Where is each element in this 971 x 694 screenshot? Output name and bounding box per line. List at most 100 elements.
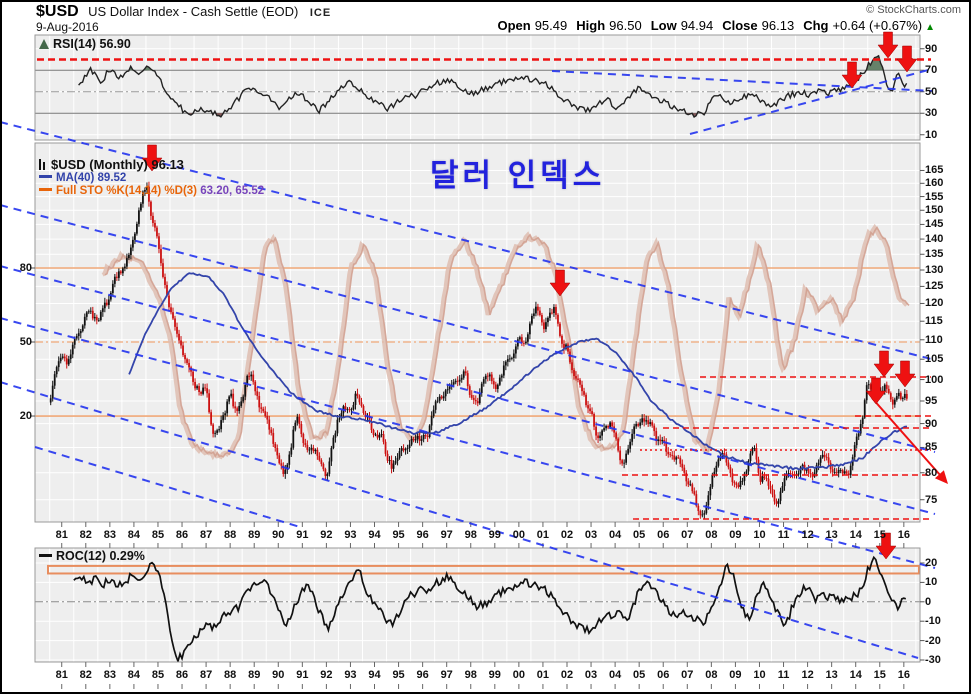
year-axis-label: 07 bbox=[681, 529, 694, 541]
roc-legend-label: ROC(12) 0.29% bbox=[56, 549, 145, 563]
ohlc-quote-line: Open 95.49 High 96.50 Low 94.94 Close 96.13 Chg +… bbox=[497, 18, 935, 33]
year-axis-label: 14 bbox=[849, 529, 862, 541]
year-axis-label: 14 bbox=[849, 669, 862, 681]
price-legend: $USD (Monthly) 96.13 bbox=[39, 157, 184, 173]
year-axis-label: 10 bbox=[753, 529, 766, 541]
year-axis-label: 08 bbox=[705, 529, 718, 541]
close-value: 96.13 bbox=[761, 18, 795, 33]
year-axis-label: 87 bbox=[199, 669, 213, 681]
rsi-legend-label: RSI(14) 56.90 bbox=[53, 37, 131, 51]
ma-legend: MA(40) 89.52 bbox=[39, 172, 126, 184]
price-axis-label: 145 bbox=[925, 218, 944, 231]
high-value: 96.50 bbox=[609, 18, 642, 33]
rsi-axis-label: 30 bbox=[925, 107, 938, 120]
rsi-legend: RSI(14) 56.90 bbox=[39, 37, 131, 51]
year-axis-label: 96 bbox=[416, 529, 429, 541]
year-axis-label: 93 bbox=[344, 669, 357, 681]
roc-line-icon bbox=[39, 554, 52, 558]
price-axis-label: 140 bbox=[925, 233, 944, 246]
year-axis-label: 85 bbox=[151, 669, 165, 681]
year-axis-label: 97 bbox=[440, 529, 453, 541]
price-axis-label: 135 bbox=[925, 248, 944, 261]
year-axis-label: 00 bbox=[512, 529, 525, 541]
candlestick-icon bbox=[39, 158, 47, 173]
stochastic-values: 63.20, 65.52 bbox=[200, 185, 265, 197]
price-axis-label: 95 bbox=[925, 395, 938, 407]
year-axis-label: 96 bbox=[416, 669, 429, 681]
year-axis-label: 81 bbox=[55, 669, 68, 681]
year-axis-label: 01 bbox=[536, 669, 550, 681]
chart-header: $USD US Dollar Index - Cash Settle (EOD)… bbox=[36, 3, 331, 21]
year-axis-label: 16 bbox=[897, 529, 910, 541]
year-axis-label: 02 bbox=[560, 669, 574, 681]
roc-axis-label: 20 bbox=[925, 557, 938, 569]
price-axis-label: 125 bbox=[925, 280, 944, 293]
price-axis-label: 110 bbox=[925, 333, 943, 346]
year-axis-label: 05 bbox=[633, 669, 646, 681]
price-legend-label: $USD (Monthly) 96.13 bbox=[51, 157, 184, 172]
year-axis-label: 94 bbox=[368, 529, 381, 541]
year-axis-label: 05 bbox=[633, 529, 646, 541]
year-axis-label: 01 bbox=[536, 529, 550, 541]
change-up-icon: ▲ bbox=[925, 22, 935, 33]
year-axis-label: 12 bbox=[801, 529, 814, 541]
rsi-axis-label: 70 bbox=[925, 64, 938, 77]
year-axis-label: 97 bbox=[440, 669, 453, 681]
rsi-axis-label: 50 bbox=[925, 85, 938, 98]
year-axis-label: 83 bbox=[103, 669, 116, 681]
roc-axis-label: 10 bbox=[925, 576, 938, 589]
year-axis-label: 10 bbox=[753, 669, 766, 681]
year-axis-label: 03 bbox=[584, 669, 598, 681]
year-axis-label: 99 bbox=[488, 669, 501, 681]
roc-axis-label: -30 bbox=[925, 654, 941, 666]
change-value: +0.64 (+0.67%) bbox=[832, 18, 923, 33]
year-axis-label: 93 bbox=[344, 529, 357, 541]
year-axis-label: 95 bbox=[392, 529, 405, 541]
price-axis-label: 120 bbox=[925, 297, 944, 310]
price-axis-label: 80 bbox=[925, 466, 938, 479]
price-axis-label: 165 bbox=[925, 164, 944, 177]
year-axis-label: 88 bbox=[224, 529, 237, 541]
high-label: High bbox=[576, 18, 606, 33]
stochastic-legend-label: Full STO %K(14,14) %D(3) bbox=[56, 185, 198, 197]
stochastic-axis-label: 50 bbox=[19, 336, 32, 348]
year-axis-label: 04 bbox=[608, 669, 622, 681]
year-axis-label: 09 bbox=[729, 529, 742, 541]
year-axis-label: 03 bbox=[584, 529, 598, 541]
roc-legend: ROC(12) 0.29% bbox=[39, 549, 145, 563]
year-axis-label: 89 bbox=[248, 529, 261, 541]
year-axis-label: 94 bbox=[368, 669, 381, 681]
annotation-korean-text: 달러 인덱스 bbox=[430, 158, 606, 193]
year-axis-label: 13 bbox=[825, 529, 838, 541]
year-axis-label: 08 bbox=[705, 669, 718, 681]
year-axis-label: 02 bbox=[560, 529, 574, 541]
price-axis-label: 160 bbox=[925, 177, 944, 190]
year-axis-label: 81 bbox=[55, 529, 68, 541]
price-axis-label: 75 bbox=[925, 493, 938, 506]
year-axis-label: 82 bbox=[79, 529, 92, 541]
year-axis-label: 15 bbox=[873, 529, 886, 541]
change-label: Chg bbox=[803, 18, 829, 33]
open-value: 95.49 bbox=[534, 18, 568, 33]
year-axis-label: 83 bbox=[103, 529, 116, 541]
year-axis-label: 91 bbox=[296, 669, 309, 681]
year-axis-label: 06 bbox=[657, 669, 670, 681]
roc-axis-label: -10 bbox=[925, 615, 941, 628]
stochastic-axis-label: 20 bbox=[19, 410, 32, 423]
year-axis-label: 11 bbox=[777, 529, 790, 541]
year-axis-label: 07 bbox=[681, 669, 694, 681]
year-axis-label: 09 bbox=[729, 669, 742, 681]
year-axis-label: 92 bbox=[320, 669, 333, 681]
price-axis-label: 130 bbox=[925, 264, 944, 277]
chart-date: 9-Aug-2016 bbox=[36, 20, 99, 34]
close-label: Close bbox=[722, 18, 758, 33]
year-axis-label: 82 bbox=[79, 669, 92, 681]
stochastic-axis-label: 80 bbox=[19, 262, 32, 274]
year-axis-label: 12 bbox=[801, 669, 814, 681]
price-axis-label: 100 bbox=[925, 373, 944, 386]
low-value: 94.94 bbox=[680, 18, 714, 33]
year-axis-label: 87 bbox=[199, 529, 213, 541]
low-label: Low bbox=[650, 18, 677, 33]
price-axis-label: 90 bbox=[925, 417, 938, 430]
